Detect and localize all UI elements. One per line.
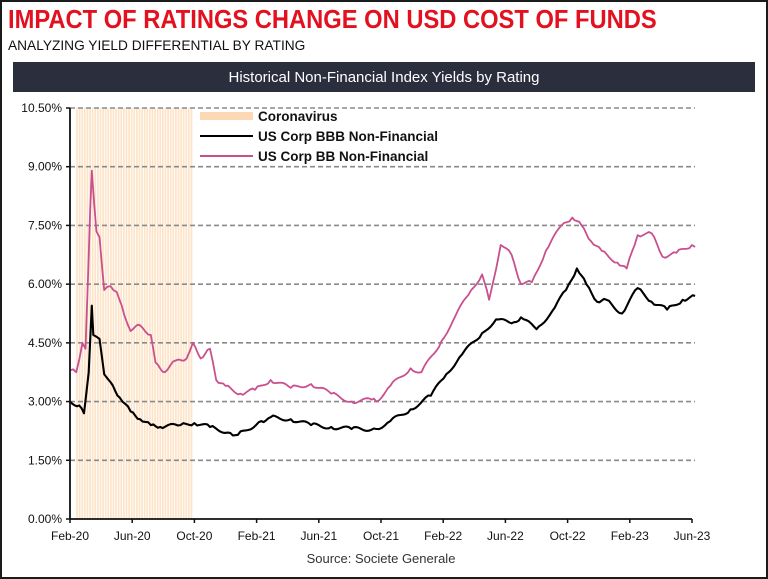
shade-stripe: [180, 108, 182, 519]
series-line-bbb: [69, 267, 696, 437]
series-line-bb: [69, 169, 696, 405]
shade-stripe: [133, 108, 136, 519]
shade-stripe: [117, 108, 120, 519]
legend-item: US Corp BBB Non-Financial: [200, 129, 438, 144]
shade-stripe: [110, 108, 112, 519]
shade-stripe: [112, 108, 115, 519]
shade-stripe: [84, 108, 86, 519]
shade-stripe: [185, 108, 188, 519]
shade-stripe: [120, 108, 123, 519]
page-subtitle: ANALYZING YIELD DIFFERENTIAL BY RATING: [8, 37, 306, 53]
shade-stripe: [89, 108, 91, 519]
shade-stripe: [182, 108, 185, 519]
shade-stripe: [99, 108, 102, 519]
x-tick-label: Feb-23: [611, 529, 649, 543]
shade-stripe: [164, 108, 167, 519]
chart-title: Historical Non-Financial Index Yields by…: [228, 68, 540, 86]
shade-stripe: [156, 108, 159, 519]
shade-stripe: [81, 108, 84, 519]
shade-stripe: [141, 108, 143, 519]
legend-label: Coronavirus: [258, 109, 338, 124]
shade-stripe: [175, 108, 177, 519]
shade-stripe: [154, 108, 156, 519]
shade-stripe: [128, 108, 130, 519]
x-tick-label: Feb-20: [51, 529, 89, 543]
page-title: IMPACT OF RATINGS CHANGE ON USD COST OF …: [8, 6, 657, 34]
shade-stripe: [115, 108, 117, 519]
shade-stripe: [149, 108, 151, 519]
shaded-region-coronavirus: [76, 108, 193, 519]
legend: Coronavirus US Corp BBB Non-Financial US C…: [200, 109, 438, 164]
shade-stripe: [107, 108, 110, 519]
x-tick-label: Feb-21: [238, 529, 276, 543]
shade-stripe: [143, 108, 146, 519]
shade-stripe: [169, 108, 172, 519]
y-tick-label: 0.00%: [28, 512, 62, 526]
x-tick-label: Feb-22: [424, 529, 462, 543]
y-tick-label: 6.00%: [28, 277, 62, 291]
shade-stripe: [167, 108, 169, 519]
shade-stripe: [172, 108, 175, 519]
y-tick-label: 10.50%: [21, 101, 62, 115]
shaded-regions: [76, 108, 193, 519]
x-tick-label: Oct-21: [363, 529, 399, 543]
shade-stripe: [97, 108, 99, 519]
y-tick-label: 7.50%: [28, 218, 62, 232]
gridlines: [70, 107, 695, 462]
shade-stripe: [190, 108, 193, 519]
shade-stripe: [94, 108, 97, 519]
x-tick-label: Jun-23: [674, 529, 711, 543]
axes: 0.00% 1.50% 3.00% 4.50% 6.00% 7.50% 9.00% 10.50…: [21, 101, 710, 543]
shade-stripe: [130, 108, 133, 519]
shade-stripe: [138, 108, 141, 519]
y-tick-label: 3.00%: [28, 395, 62, 409]
shade-stripe: [104, 108, 107, 519]
shade-stripe: [76, 108, 78, 519]
shade-stripe: [136, 108, 138, 519]
shade-stripe: [146, 108, 149, 519]
shade-stripe: [159, 108, 162, 519]
x-tick-label: Jun-22: [487, 529, 524, 543]
series-lines: [69, 169, 696, 437]
x-tick-label: Jun-21: [300, 529, 337, 543]
legend-swatch: [200, 112, 253, 120]
y-tick-label: 4.50%: [28, 336, 62, 350]
x-tick-label: Oct-20: [176, 529, 212, 543]
y-tick-label: 9.00%: [28, 160, 62, 174]
legend-item: Coronavirus: [200, 109, 338, 124]
shade-stripe: [78, 108, 81, 519]
legend-item: US Corp BB Non-Financial: [200, 149, 428, 164]
shade-stripe: [151, 108, 154, 519]
shade-stripe: [162, 108, 164, 519]
y-tick-label: 1.50%: [28, 453, 62, 467]
legend-label: US Corp BB Non-Financial: [258, 149, 428, 164]
x-tick-label: Jun-20: [114, 529, 151, 543]
shade-stripe: [102, 108, 104, 519]
source-note: Source: Societe Generale: [0, 551, 768, 566]
x-tick-label: Oct-22: [550, 529, 586, 543]
shade-stripe: [125, 108, 128, 519]
source-text: Source: Societe Generale: [306, 551, 456, 566]
legend-label: US Corp BBB Non-Financial: [258, 129, 438, 144]
shade-stripe: [188, 108, 190, 519]
shade-stripe: [177, 108, 180, 519]
chart-title-banner: Historical Non-Financial Index Yields by…: [13, 62, 755, 92]
